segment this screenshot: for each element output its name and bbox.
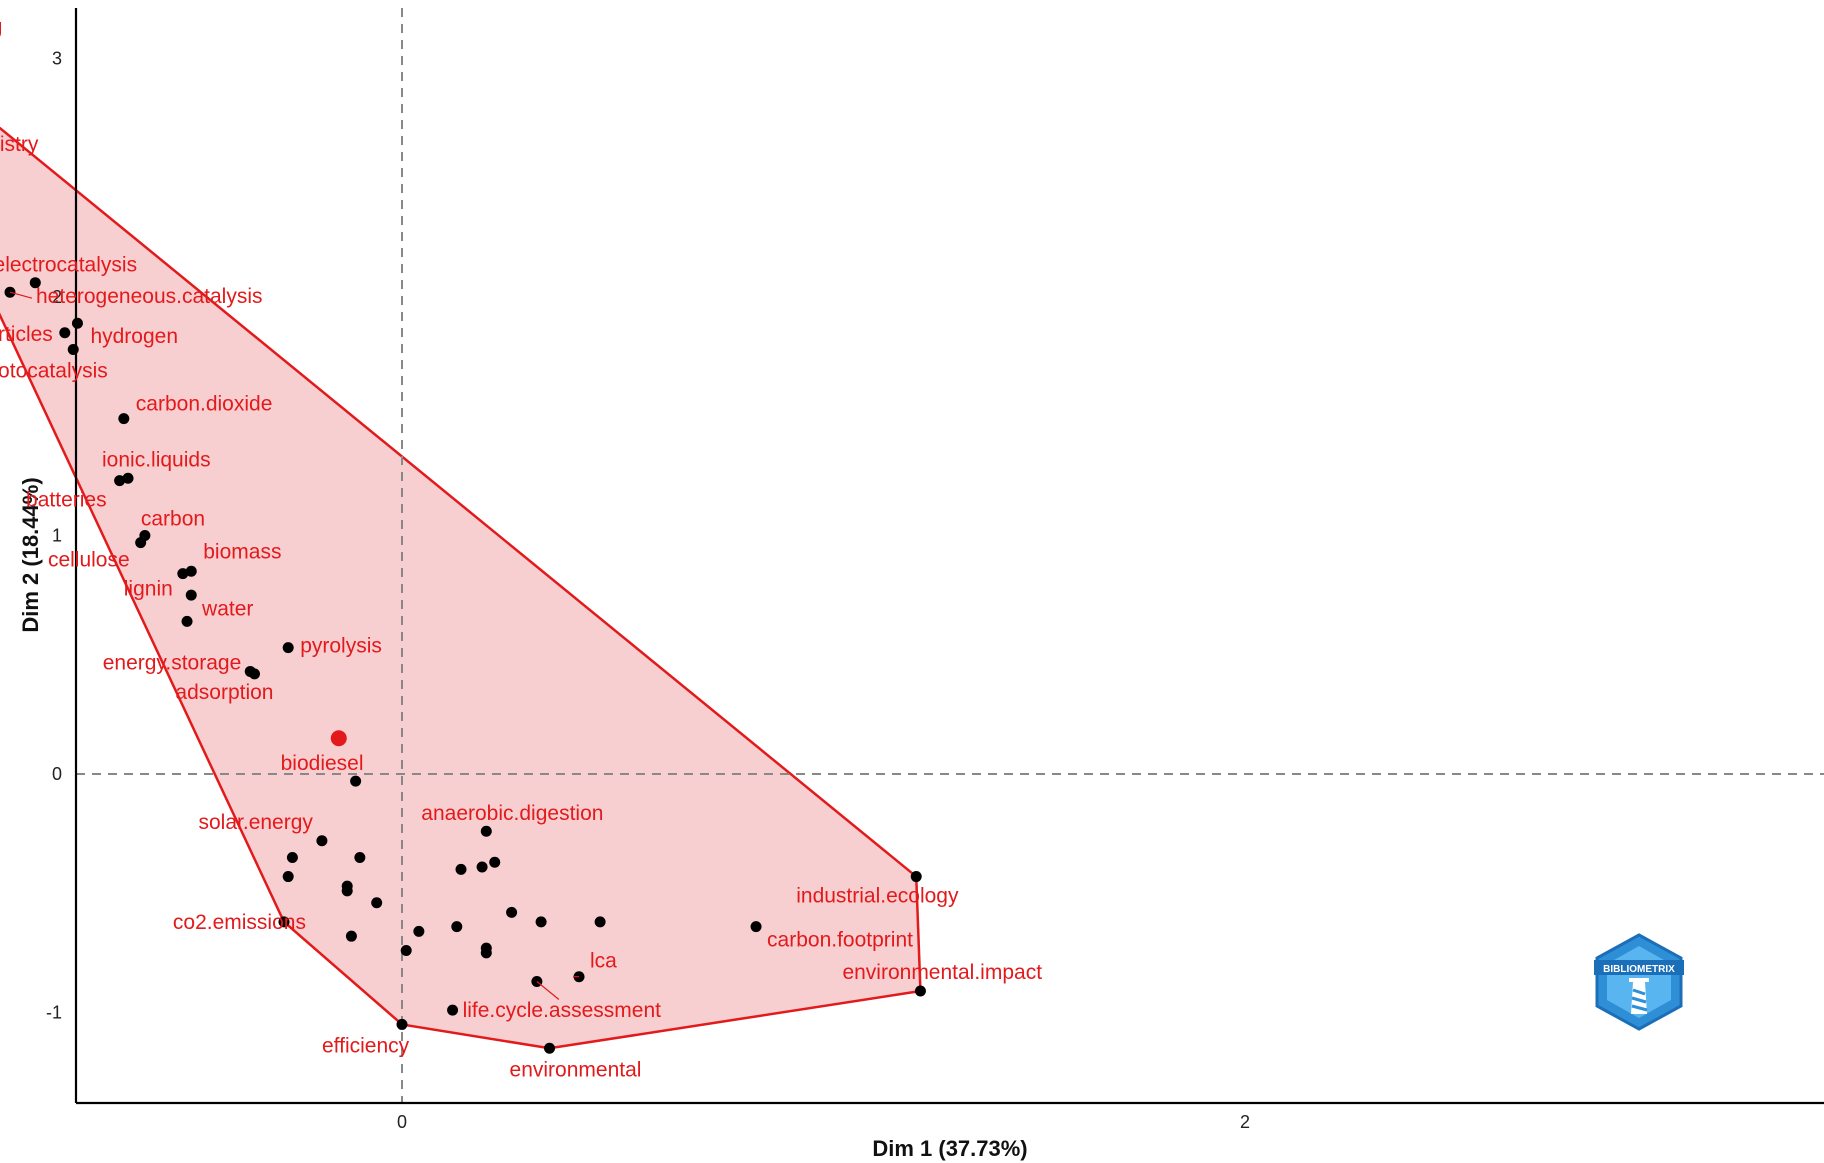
data-point: [286, 851, 298, 863]
point-label: solar.energy: [199, 811, 314, 834]
data-point: [185, 565, 197, 577]
x-tick-label: 2: [1240, 1112, 1250, 1132]
logo-text: BIBLIOMETRIX: [1603, 964, 1675, 975]
point-label: hydrogen: [90, 325, 178, 348]
data-point: [910, 871, 922, 883]
y-tick-label: 0: [52, 764, 62, 784]
leader-line: [9, 291, 33, 299]
data-point: [354, 851, 366, 863]
point-label: nanoparticles: [0, 323, 53, 346]
data-point: [122, 472, 134, 484]
point-label: electrocatalysis: [0, 254, 137, 277]
data-point: [177, 568, 189, 580]
data-point: [447, 1004, 459, 1016]
point-label: adsorption: [175, 681, 273, 704]
point-label: environmental: [510, 1058, 642, 1081]
y-tick-label: 1: [52, 526, 62, 546]
y-tick-label: -1: [46, 1003, 62, 1023]
data-point: [345, 930, 357, 942]
point-label: co2.emissions: [173, 911, 306, 934]
data-point: [506, 906, 518, 918]
point-label: carbon: [141, 508, 205, 531]
data-point: [914, 985, 926, 997]
point-label: carbon.footprint: [767, 929, 913, 952]
cluster-hull-1: [0, 126, 922, 1050]
point-labels: water.splitting electrochemistry electroca…: [0, 16, 1042, 1082]
point-label: ionic.liquids: [102, 448, 211, 471]
data-point: [114, 475, 126, 487]
data-point: [544, 1042, 556, 1054]
data-point: [282, 871, 294, 883]
data-point: [278, 916, 290, 928]
point-label: lignin: [124, 578, 173, 601]
cluster-centroid-dot: [330, 730, 347, 747]
axes: Dim 1 (37.73%) Dim 2 (18.44%): [18, 8, 1824, 1161]
point-label: cellulose: [48, 549, 130, 572]
data-point: [413, 925, 425, 937]
point-label: water.splitting: [0, 16, 2, 39]
point-label: efficiency: [322, 1034, 410, 1057]
data-point: [118, 413, 130, 425]
point-label: anaerobic.digestion: [421, 802, 603, 825]
data-point: [594, 916, 606, 928]
point-label: energy.storage: [103, 651, 242, 674]
y-tick-label: 3: [52, 49, 62, 69]
cluster-hull-layer: [0, 126, 922, 1050]
point-label: life.cycle.assessment: [463, 999, 662, 1022]
data-point: [451, 921, 463, 933]
data-point: [400, 944, 412, 956]
data-point: [455, 863, 467, 875]
data-point: [396, 1018, 408, 1030]
point-label: biomass: [203, 540, 281, 563]
leader-line: [536, 981, 560, 1000]
reference-lines: [76, 8, 1824, 1103]
point-label: water: [201, 597, 253, 620]
point-label: biodiesel: [281, 752, 364, 775]
data-point: [371, 897, 383, 909]
data-point: [535, 916, 547, 928]
data-point: [476, 861, 488, 873]
data-point: [185, 589, 197, 601]
x-tick-label: 0: [397, 1112, 407, 1132]
data-point: [316, 835, 328, 847]
data-point: [135, 537, 147, 549]
point-label: photocatalysis: [0, 359, 108, 382]
data-point: [71, 317, 83, 329]
point-label: pyrolysis: [300, 635, 382, 658]
y-tick-label: 2: [52, 287, 62, 307]
data-point: [480, 825, 492, 837]
data-point: [489, 856, 501, 868]
point-label: electrochemistry: [0, 133, 39, 156]
data-point: [480, 947, 492, 959]
x-axis-title: Dim 1 (37.73%): [872, 1136, 1027, 1161]
data-point: [341, 885, 353, 897]
data-point: [248, 668, 260, 680]
bibliometrix-logo: BIBLIOMETRIX: [1594, 933, 1684, 1031]
point-label: lca: [590, 950, 617, 973]
logo-banner: [1594, 960, 1684, 975]
point-label: carbon.dioxide: [136, 393, 273, 416]
logo-stripes-icon: [1631, 988, 1648, 1012]
data-point: [181, 615, 193, 627]
data-point: [750, 921, 762, 933]
data-point: [59, 327, 71, 339]
y-axis-title: Dim 2 (18.44%): [18, 477, 43, 632]
data-point: [67, 343, 79, 355]
data-point: [29, 277, 41, 289]
centroid-links: [330, 730, 347, 747]
data-point: [350, 775, 362, 787]
point-label: industrial.ecology: [796, 885, 959, 908]
data-point: [282, 642, 294, 654]
point-label: environmental.impact: [842, 961, 1042, 984]
point-label: heterogeneous.catalysis: [36, 285, 262, 308]
point-label: batteries: [26, 489, 107, 512]
